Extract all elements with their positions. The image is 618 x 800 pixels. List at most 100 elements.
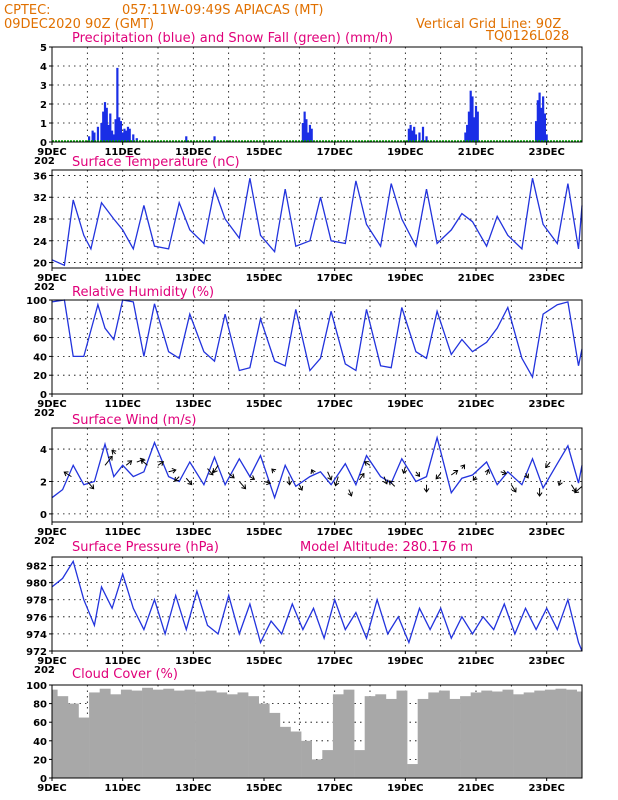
precip-bar bbox=[121, 132, 124, 142]
pressure-line bbox=[51, 559, 583, 652]
cloud-bar bbox=[396, 690, 408, 778]
cloud-bar bbox=[258, 703, 270, 778]
wind-arrow bbox=[125, 460, 133, 466]
x-tick-label: 11DEC bbox=[104, 399, 140, 410]
wind-arrow bbox=[86, 481, 95, 490]
wind-arrow bbox=[500, 469, 507, 476]
x-tick-label: 19DEC bbox=[387, 273, 423, 284]
cloud-bar bbox=[502, 689, 514, 778]
precip-bar bbox=[118, 117, 121, 142]
wind-arrow bbox=[111, 449, 117, 455]
cloud-bar bbox=[184, 689, 196, 778]
wind-arrow bbox=[574, 485, 583, 494]
cloud-bar bbox=[385, 698, 397, 778]
x-tick-label: 19DEC bbox=[387, 147, 423, 158]
temp-line bbox=[51, 178, 583, 267]
y-tick-label: 974 bbox=[26, 630, 47, 641]
cloud-bar bbox=[523, 692, 535, 778]
rh-title: Relative Humidity (%) bbox=[72, 285, 214, 300]
cloud-bar bbox=[290, 731, 302, 778]
precip-bar bbox=[125, 130, 128, 142]
precip-bar bbox=[469, 90, 472, 142]
precip-bar bbox=[411, 130, 414, 142]
cloud-bar bbox=[110, 694, 122, 778]
precip-bar bbox=[107, 124, 110, 142]
y-tick-label: 0 bbox=[40, 138, 47, 149]
y-tick-label: 4 bbox=[40, 445, 47, 456]
precip-bar bbox=[128, 128, 131, 142]
cloud-bar bbox=[269, 712, 281, 778]
x-tick-label: 13DEC bbox=[175, 656, 211, 667]
precip-bar bbox=[464, 132, 467, 142]
cloud-bar bbox=[576, 691, 583, 778]
precip-bar bbox=[545, 134, 548, 142]
y-tick-label: 32 bbox=[33, 193, 47, 204]
precip-bar bbox=[542, 96, 545, 142]
x-tick-label: 21DEC bbox=[458, 399, 494, 410]
cloud-bar bbox=[428, 692, 440, 778]
precip-bar bbox=[105, 107, 108, 142]
wind-arrow bbox=[168, 467, 177, 474]
cloud-bar bbox=[301, 740, 312, 778]
precip-bar bbox=[421, 126, 425, 142]
x-tick-label: 21DEC bbox=[458, 147, 494, 158]
x-tick-label: 23DEC bbox=[528, 273, 564, 284]
cloud-frame bbox=[51, 684, 583, 779]
rh-frame bbox=[51, 299, 583, 395]
precip-bar bbox=[123, 128, 126, 142]
x-tick-label: 11DEC bbox=[104, 147, 140, 158]
wind-arrow bbox=[63, 471, 72, 478]
temp-title: Surface Temperature (nC) bbox=[72, 155, 240, 170]
y-tick-label: 1 bbox=[40, 119, 47, 130]
y-tick-label: 2 bbox=[40, 477, 47, 488]
cloud-bar bbox=[364, 696, 376, 778]
year-label: 202 bbox=[34, 536, 55, 547]
y-tick-label: 60 bbox=[33, 334, 47, 345]
wind-arrow bbox=[140, 459, 148, 466]
precip-bar bbox=[126, 126, 130, 142]
precip-bar bbox=[102, 111, 105, 142]
wind-arrow bbox=[249, 475, 256, 481]
x-tick-label: 17DEC bbox=[316, 527, 352, 538]
y-tick-label: 3 bbox=[40, 81, 47, 92]
precip-bar bbox=[93, 132, 96, 142]
wind-arrow bbox=[435, 473, 442, 480]
y-tick-label: 980 bbox=[26, 579, 47, 590]
precip-frame bbox=[51, 46, 583, 143]
cloud-bar bbox=[99, 688, 111, 778]
precip-bar bbox=[543, 113, 546, 142]
wind-arrow bbox=[450, 469, 459, 476]
precip-bar bbox=[119, 121, 122, 142]
wind-arrow bbox=[536, 487, 543, 497]
wind-arrow bbox=[228, 472, 235, 479]
x-tick-label: 23DEC bbox=[528, 147, 564, 158]
y-tick-label: 80 bbox=[33, 700, 47, 711]
y-tick-label: 972 bbox=[26, 647, 47, 658]
x-tick-label: 17DEC bbox=[316, 147, 352, 158]
x-tick-label: 11DEC bbox=[104, 527, 140, 538]
y-tick-label: 20 bbox=[33, 371, 47, 382]
cloud-bar bbox=[279, 726, 291, 778]
wind-arrow bbox=[333, 476, 340, 487]
y-tick-label: 978 bbox=[26, 596, 47, 607]
wind-arrow bbox=[524, 473, 529, 479]
cloud-bar bbox=[195, 691, 206, 778]
y-tick-label: 2 bbox=[40, 100, 47, 111]
y-tick-label: 36 bbox=[33, 171, 47, 182]
y-tick-label: 40 bbox=[33, 737, 47, 748]
precip-bar bbox=[471, 96, 474, 142]
wind-arrow bbox=[298, 484, 304, 491]
cloud-bar bbox=[78, 717, 90, 778]
precip-bar bbox=[303, 111, 306, 142]
precip-bar bbox=[114, 119, 117, 142]
precip-bar bbox=[407, 128, 410, 142]
y-tick-label: 28 bbox=[33, 215, 47, 226]
wind-arrow bbox=[401, 466, 408, 475]
cloud-bar bbox=[226, 694, 238, 778]
header-date: 09DEC2020 90Z (GMT) bbox=[4, 17, 154, 32]
wind-arrow bbox=[174, 476, 180, 482]
wind-arrow bbox=[104, 455, 113, 466]
wind-arrow bbox=[271, 468, 277, 474]
precip-bar bbox=[474, 105, 478, 142]
